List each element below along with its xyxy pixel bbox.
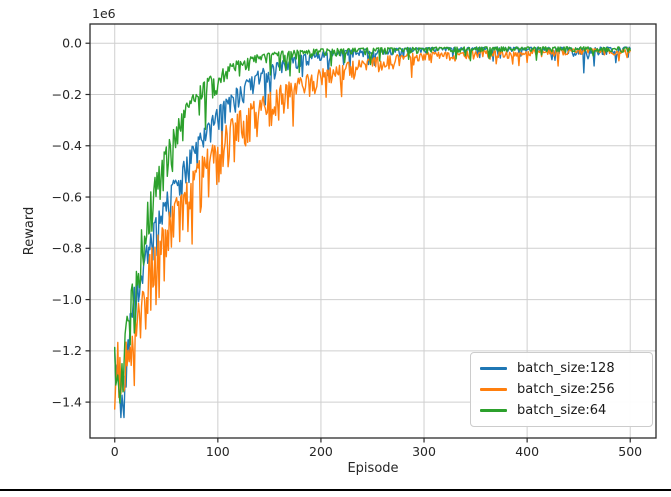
x-axis-label: Episode: [347, 461, 398, 476]
x-tick-label: 0: [111, 444, 119, 459]
legend-entry: batch_size:256: [480, 379, 643, 400]
bottom-rule: [0, 489, 671, 491]
legend-label: batch_size:256: [517, 382, 615, 397]
y-offset-label: 1e6: [92, 6, 116, 21]
series-line-batch-size-64: [113, 46, 631, 404]
legend-label: batch_size:128: [517, 361, 615, 376]
x-tick-label: 200: [309, 444, 333, 459]
y-tick-label: −1.2: [52, 343, 82, 358]
y-tick-label: 0.0: [62, 36, 82, 51]
legend-line-swatch-orange: [480, 388, 507, 391]
y-tick-label: −1.4: [52, 394, 82, 409]
legend-entry: batch_size:64: [480, 400, 643, 421]
x-tick-label: 500: [618, 444, 642, 459]
x-tick-label: 100: [206, 444, 230, 459]
legend-line-swatch-green: [480, 409, 507, 412]
y-tick-label: −0.8: [52, 241, 82, 256]
y-tick-label: −0.2: [52, 87, 82, 102]
y-tick-label: −0.4: [52, 138, 82, 153]
x-tick-label: 300: [412, 444, 436, 459]
y-tick-label: −0.6: [52, 189, 82, 204]
y-axis-label: Reward: [22, 207, 37, 255]
x-tick-label: 400: [515, 444, 539, 459]
y-tick-label: −1.0: [52, 292, 82, 307]
legend: batch_size:128 batch_size:256 batch_size…: [470, 352, 653, 427]
legend-line-swatch-blue: [480, 367, 507, 370]
axes-frame: [89, 23, 657, 439]
legend-entry: batch_size:128: [480, 358, 643, 379]
series-line-batch-size-256: [113, 47, 631, 410]
legend-label: batch_size:64: [517, 403, 607, 418]
